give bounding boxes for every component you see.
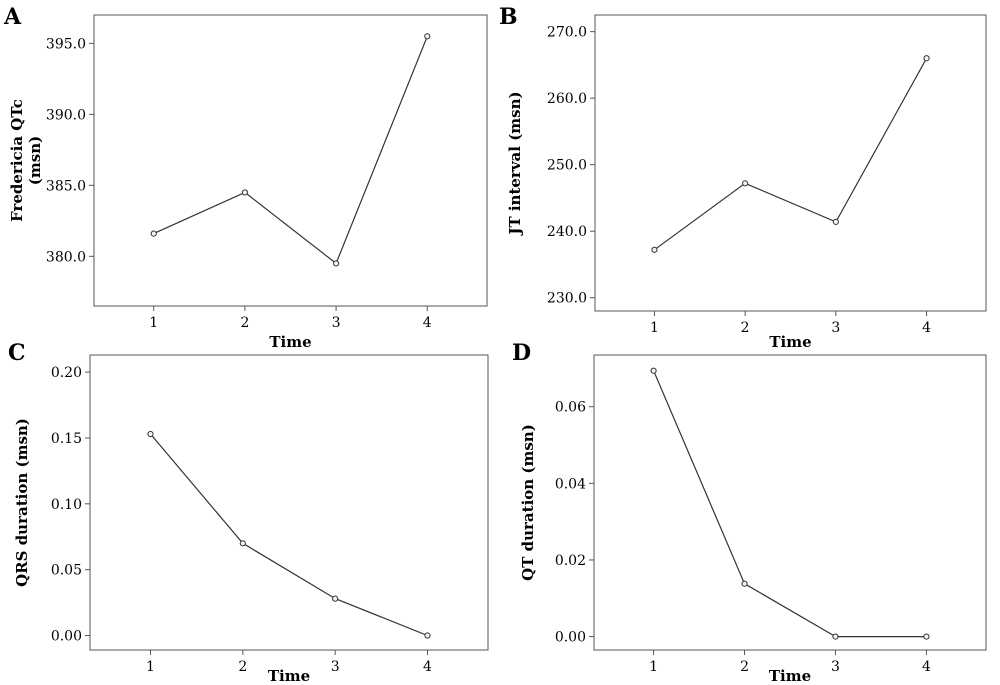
panel-c-x-tick-label: 1 (146, 659, 155, 675)
panel-a-y-tick-label: 385.0 (46, 178, 86, 194)
panel-a-plot-frame (93, 14, 488, 307)
panel-c-letter: C (8, 340, 26, 366)
panel-d-x-tick-label: 1 (649, 659, 658, 675)
panel-c-y-tick-label: 0.20 (51, 365, 82, 381)
panel-d-x-tick-label: 2 (740, 659, 749, 675)
panel-a-data-point (241, 189, 249, 196)
panel-c-data-point (424, 632, 431, 639)
panel-c-y-tick-label: 0.05 (51, 563, 82, 579)
panel-d-data-point (650, 367, 657, 374)
panel-a-x-tick-label: 4 (423, 315, 432, 331)
panel-d-y-axis-title: QT duration (msn) (519, 424, 537, 581)
panel-c-x-tick-label: 2 (238, 659, 247, 675)
panel-d-y-tick-label: 0.02 (555, 553, 586, 569)
panel-b-x-tick-label: 1 (650, 320, 659, 336)
panel-b-y-tick-label: 270.0 (547, 25, 587, 41)
panel-a-y-tick-label: 395.0 (46, 36, 86, 52)
panel-c-plot-frame (89, 354, 489, 651)
panel-a-x-tick-label: 3 (332, 315, 341, 331)
panel-b-y-axis-title: JT interval (msn) (506, 91, 524, 236)
panel-a-y-tick-label: 390.0 (46, 107, 86, 123)
panel-c-x-tick-label: 3 (331, 659, 340, 675)
panel-d-data-point (832, 633, 839, 640)
panel-c-x-axis-title: Time (268, 667, 310, 685)
panel-c-series-line (150, 433, 428, 637)
panel-c-x-tick-label: 4 (423, 659, 432, 675)
panel-a-y-axis-title: (msn) (26, 136, 44, 185)
panel-b-y-tick-label: 260.0 (547, 91, 587, 107)
panel-d-x-axis-title: Time (769, 667, 811, 685)
panel-a-y-axis-title: Fredericia QTc (8, 99, 26, 222)
panel-c-y-tick-label: 0.15 (51, 431, 82, 447)
panel-c-data-point (147, 430, 154, 438)
panel-a-x-axis-title: Time (269, 333, 311, 351)
panel-a-x-tick-label: 2 (240, 315, 249, 331)
panel-c-data-point (239, 540, 246, 547)
panel-c-y-tick-label: 0.10 (51, 497, 82, 513)
panel-b-x-tick-label: 2 (741, 320, 750, 336)
panel-d-series-line (653, 370, 927, 638)
panel-b-data-point (923, 55, 930, 62)
panel-b-data-point (742, 180, 749, 187)
panel-a-x-tick-label: 1 (149, 315, 158, 331)
panel-c-y-axis-title: QRS duration (msn) (13, 418, 31, 587)
panel-b-data-point (651, 246, 658, 253)
panel-b-y-tick-label: 230.0 (547, 291, 587, 307)
panel-b-x-axis-title: Time (769, 333, 811, 351)
panel-d-plot-frame (593, 354, 987, 651)
panel-a-data-point (424, 33, 431, 40)
panel-a-y-tick-label: 380.0 (46, 249, 86, 265)
panel-d-y-tick-label: 0.04 (555, 476, 586, 492)
panel-c-data-point (332, 595, 339, 602)
panel-b-y-tick-label: 240.0 (547, 224, 587, 240)
panel-b-x-tick-label: 3 (831, 320, 840, 336)
panel-a-data-point (150, 230, 157, 237)
panel-a-series-line (153, 36, 428, 265)
panel-d-letter: D (512, 340, 531, 366)
panel-d-data-point (741, 580, 748, 587)
panel-b-data-point (832, 218, 839, 225)
panel-a-letter: A (3, 4, 22, 30)
panel-d-y-tick-label: 0.06 (555, 400, 586, 416)
panel-d-y-tick-label: 0.00 (555, 630, 586, 646)
panel-a-data-point (332, 260, 340, 267)
panel-d-data-point (923, 633, 930, 640)
panel-d-x-tick-label: 3 (831, 659, 840, 675)
panel-b-plot-frame (594, 14, 987, 312)
panel-b-y-tick-label: 250.0 (547, 158, 587, 174)
panel-b-letter: B (499, 4, 518, 30)
panel-b-series-line (654, 57, 928, 251)
panel-d-x-tick-label: 4 (922, 659, 931, 675)
panel-b-x-tick-label: 4 (922, 320, 931, 336)
panel-c-y-tick-label: 0.00 (51, 629, 82, 645)
